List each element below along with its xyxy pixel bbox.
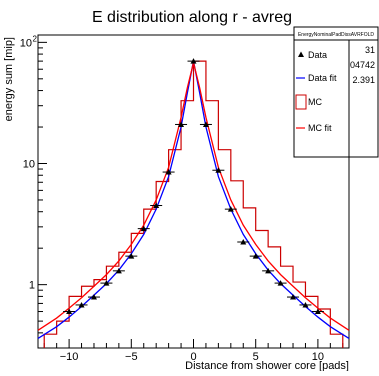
- mc-histogram: [43, 60, 344, 348]
- data-point: [115, 267, 122, 274]
- mc-histogram-layer: [43, 60, 344, 348]
- stats-value-rms: 2.391: [352, 75, 375, 85]
- data-points-layer: [63, 58, 324, 315]
- red-box-icon: [295, 94, 307, 110]
- data-point: [240, 238, 247, 245]
- data-point: [90, 294, 97, 300]
- data-point: [227, 206, 234, 212]
- data-point: [215, 167, 222, 173]
- data-point: [165, 169, 172, 175]
- data-point: [190, 58, 197, 64]
- x-axis-label: Distance from shower core [pads]: [185, 360, 349, 371]
- data-point: [66, 308, 73, 315]
- data-point: [252, 253, 259, 259]
- data-point: [302, 301, 309, 308]
- triangle-marker-icon: [298, 51, 304, 57]
- y-axis-label: energy sum [mip]: [3, 37, 15, 121]
- x-tick-label: −5: [125, 351, 138, 363]
- stats-value-mean: .04742: [347, 60, 375, 70]
- data-point: [153, 202, 160, 209]
- data-point: [265, 267, 272, 274]
- y-tick-label: 10: [20, 37, 32, 49]
- x-tick-label: 5: [253, 351, 259, 363]
- data-point: [140, 225, 147, 232]
- data-point: [103, 280, 110, 286]
- x-tick-label: −10: [60, 351, 79, 363]
- data-point: [290, 294, 297, 300]
- stats-value-entries: 31: [365, 45, 375, 55]
- legend-label-data-fit: Data fit: [308, 73, 337, 83]
- x-tick-label: 10: [312, 351, 324, 363]
- chart-title: E distribution along r - avreg: [92, 9, 292, 26]
- legend-entry-mc-fit: MC fit: [296, 123, 332, 133]
- data-point: [178, 121, 185, 127]
- legend-entry-mc: MC: [295, 94, 322, 110]
- y-tick-exponent: 2: [33, 34, 38, 43]
- data-point: [202, 121, 209, 127]
- data-point: [128, 253, 135, 259]
- data-point: [314, 308, 321, 315]
- data-point: [78, 301, 85, 308]
- legend-label-mc: MC: [308, 97, 322, 107]
- legend: Data Data fit MC MC fit: [293, 39, 350, 158]
- x-tick-label: 0: [190, 351, 196, 363]
- legend-label-mc-fit: MC fit: [308, 123, 332, 133]
- y-tick-label: 1: [29, 280, 35, 292]
- legend-label-data: Data: [308, 50, 327, 60]
- stats-title: EnergyNominalPadDissAVRFOLD: [298, 32, 374, 38]
- legend-entry-data-fit: Data fit: [296, 73, 337, 83]
- data-point: [277, 280, 284, 286]
- y-tick-label: 10: [23, 159, 35, 171]
- legend-entry-data: Data: [298, 50, 327, 60]
